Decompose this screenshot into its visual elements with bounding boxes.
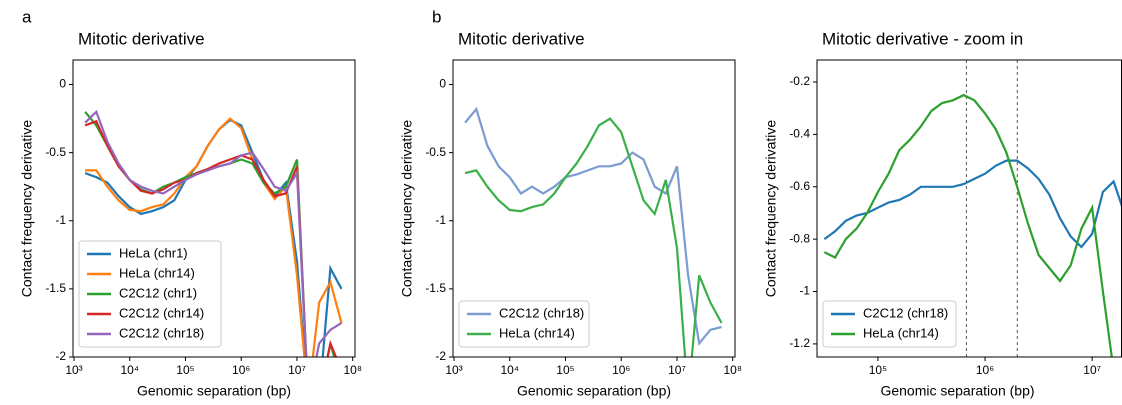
x-axis-label: Genomic separation (bp) xyxy=(880,383,1034,399)
legend-box xyxy=(458,300,590,348)
plot-frame xyxy=(72,59,356,358)
x-tick-label: 10⁸ xyxy=(723,363,741,377)
y-tick-label: -0.4 xyxy=(789,127,810,141)
x-tick-label: 10⁶ xyxy=(976,363,994,377)
y-tick-label: -1.5 xyxy=(425,281,446,295)
y-tick-label: -2 xyxy=(435,349,446,363)
x-tick-label: 10⁶ xyxy=(232,363,250,377)
x-axis-label: Genomic separation (bp) xyxy=(517,383,671,399)
legend-label: HeLa (chr14) xyxy=(119,265,195,280)
legend-box xyxy=(78,240,222,348)
legend-label: HeLa (chr14) xyxy=(499,325,575,340)
legend-box xyxy=(822,300,957,348)
y-tick-label: -1 xyxy=(435,213,446,227)
legend-label: HeLa (chr1) xyxy=(119,245,188,260)
y-axis-label: Contact frequency derivative xyxy=(19,120,35,298)
legend-label: C2C12 (chr18) xyxy=(119,325,204,340)
y-tick-label: 0 xyxy=(439,77,446,91)
x-tick-label: 10³ xyxy=(445,363,462,377)
x-axis-label: Genomic separation (bp) xyxy=(137,383,291,399)
x-tick-label: 10⁵ xyxy=(869,363,887,377)
series-line xyxy=(85,117,343,357)
series-line xyxy=(823,93,1113,357)
y-tick-label: -1 xyxy=(799,284,810,298)
x-tick-label: 10⁵ xyxy=(556,363,574,377)
legend-label: C2C12 (chr18) xyxy=(863,305,948,320)
x-tick-label: 10⁷ xyxy=(1083,363,1101,377)
y-tick-label: -2 xyxy=(55,349,66,363)
y-tick-label: -1 xyxy=(55,213,66,227)
plot-frame xyxy=(452,59,736,358)
legend-label: C2C12 (chr18) xyxy=(499,305,584,320)
y-axis-label: Contact frequency derivative xyxy=(399,120,415,298)
panel-label: b xyxy=(432,7,441,26)
x-tick-label: 10⁸ xyxy=(343,363,361,377)
y-tick-label: -1.2 xyxy=(789,336,810,350)
y-axis-label: Contact frequency derivative xyxy=(763,120,779,298)
series-line xyxy=(823,159,1122,249)
x-tick-label: 10⁷ xyxy=(668,363,686,377)
legend-label: HeLa (chr14) xyxy=(863,325,939,340)
chart-title: Mitotic derivative xyxy=(458,29,585,48)
y-tick-label: -0.5 xyxy=(45,145,66,159)
series-line xyxy=(464,106,722,346)
x-tick-label: 10⁷ xyxy=(288,363,306,377)
x-tick-label: 10⁵ xyxy=(176,363,194,377)
x-tick-label: 10⁶ xyxy=(612,363,630,377)
y-tick-label: -1.5 xyxy=(45,281,66,295)
panel-label: a xyxy=(22,7,32,26)
y-tick-label: -0.2 xyxy=(789,74,810,88)
chart-title: Mitotic derivative - zoom in xyxy=(822,29,1023,48)
y-tick-label: -0.6 xyxy=(789,179,810,193)
series-line xyxy=(84,109,343,357)
legend-label: C2C12 (chr14) xyxy=(119,305,204,320)
x-tick-label: 10³ xyxy=(65,363,82,377)
legend-label: C2C12 (chr1) xyxy=(119,285,197,300)
y-tick-label: -0.8 xyxy=(789,231,810,245)
y-tick-label: -0.5 xyxy=(425,145,446,159)
x-tick-label: 10⁴ xyxy=(120,363,139,377)
series-line xyxy=(464,117,723,357)
y-tick-label: 0 xyxy=(59,77,66,91)
chart-title: Mitotic derivative xyxy=(78,29,205,48)
x-tick-label: 10⁴ xyxy=(500,363,519,377)
